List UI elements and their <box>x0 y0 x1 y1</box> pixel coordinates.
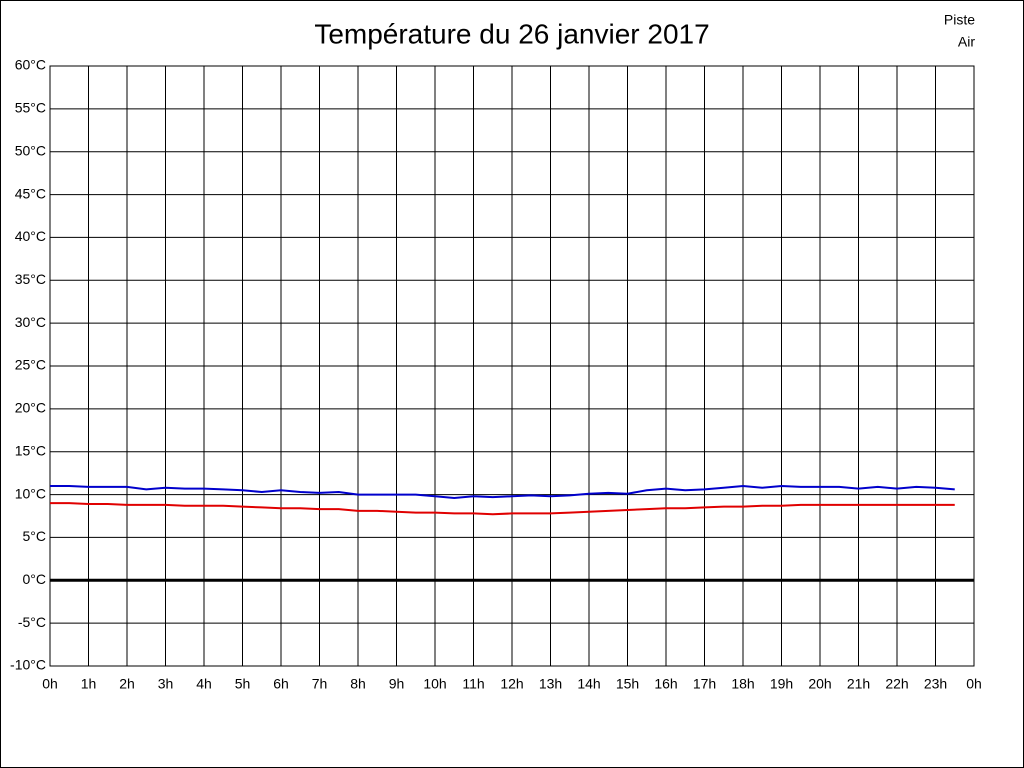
x-tick-label: 5h <box>235 676 251 692</box>
y-tick-label: 25°C <box>15 357 46 373</box>
y-tick-label: -5°C <box>18 614 46 630</box>
x-tick-label: 10h <box>423 676 446 692</box>
x-tick-label: 9h <box>389 676 405 692</box>
y-tick-label: 15°C <box>15 442 46 458</box>
y-tick-label: 10°C <box>15 485 46 501</box>
x-tick-label: 0h <box>42 676 58 692</box>
x-tick-label: 6h <box>273 676 289 692</box>
legend-label: Air <box>958 34 975 50</box>
x-tick-label: 16h <box>654 676 677 692</box>
data-line <box>50 502 955 516</box>
chart-title: Température du 26 janvier 2017 <box>314 18 709 49</box>
x-tick-label: 21h <box>847 676 870 692</box>
y-tick-label: 5°C <box>23 528 47 544</box>
y-tick-label: 60°C <box>15 57 46 73</box>
x-tick-label: 7h <box>312 676 328 692</box>
x-tick-label: 3h <box>158 676 174 692</box>
y-tick-label: 45°C <box>15 185 46 201</box>
x-tick-label: 20h <box>808 676 831 692</box>
y-tick-label: 35°C <box>15 271 46 287</box>
x-tick-label: 18h <box>731 676 754 692</box>
x-tick-label: 1h <box>81 676 97 692</box>
y-tick-label: 20°C <box>15 400 46 416</box>
y-tick-label: -10°C <box>10 657 46 673</box>
x-tick-label: 0h <box>966 676 982 692</box>
x-tick-label: 17h <box>693 676 716 692</box>
x-tick-label: 23h <box>924 676 947 692</box>
x-tick-label: 11h <box>462 676 484 692</box>
y-tick-label: 30°C <box>15 314 46 330</box>
x-tick-label: 15h <box>616 676 639 692</box>
x-tick-label: 2h <box>119 676 135 692</box>
y-tick-label: 50°C <box>15 142 46 158</box>
x-tick-label: 19h <box>770 676 793 692</box>
y-tick-label: 40°C <box>15 228 46 244</box>
x-tick-label: 14h <box>577 676 600 692</box>
legend-label: Piste <box>944 12 975 28</box>
data-line <box>50 484 955 500</box>
x-tick-label: 13h <box>539 676 562 692</box>
y-tick-label: 0°C <box>23 571 47 587</box>
x-tick-label: 4h <box>196 676 212 692</box>
x-tick-label: 8h <box>350 676 366 692</box>
y-tick-label: 55°C <box>15 100 46 116</box>
x-tick-label: 12h <box>500 676 523 692</box>
x-tick-label: 22h <box>885 676 908 692</box>
